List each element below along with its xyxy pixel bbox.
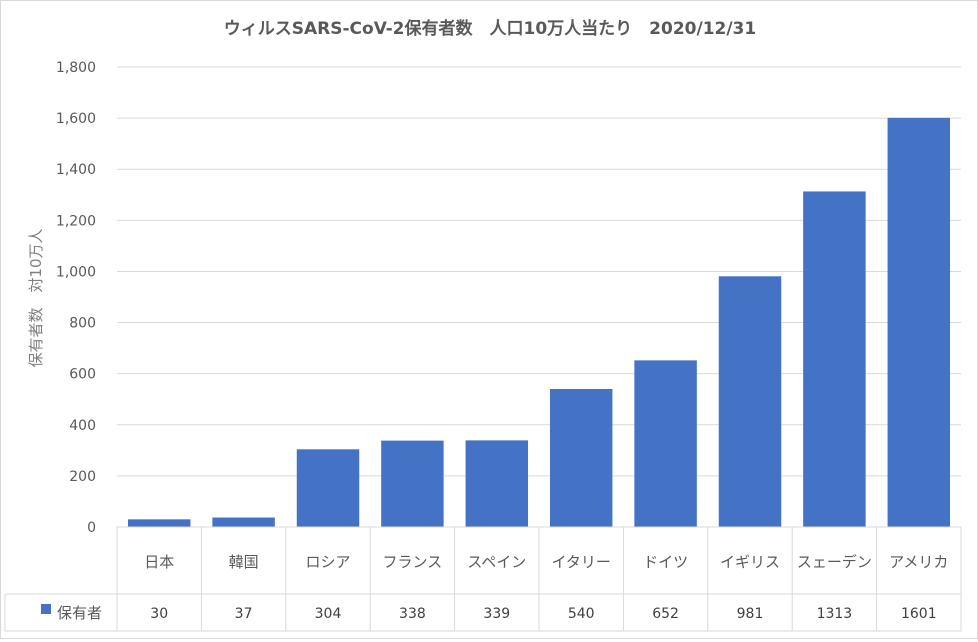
- bar: [549, 389, 613, 527]
- y-tick-labels: 0 200 400 600 800 1,000 1,200 1,400 1,600 1,800: [56, 60, 96, 536]
- bar: [212, 517, 275, 527]
- y-tick-label: 1,000: [56, 264, 96, 280]
- bar: [718, 276, 782, 527]
- y-tick-label: 800: [69, 316, 96, 332]
- bars: [127, 117, 951, 527]
- y-tick-label: 0: [87, 520, 96, 536]
- y-tick-label: 1,400: [56, 162, 96, 178]
- chart-title: ウィルスSARS-CoV-2保有者数 人口10万人当たり 2020/12/31: [224, 18, 756, 39]
- category-label: ロシア: [305, 553, 350, 571]
- category-label: スェーデン: [797, 553, 872, 571]
- y-axis-label: 保有者数 対10万人: [27, 228, 45, 367]
- category-label: スペイン: [467, 553, 526, 571]
- category-label: フランス: [383, 553, 443, 571]
- category-label: イギリス: [720, 553, 780, 571]
- y-tick-label: 600: [69, 367, 96, 383]
- category-label: ドイツ: [643, 553, 688, 571]
- value-label: 1601: [901, 606, 937, 622]
- legend-swatch: [41, 604, 51, 614]
- category-label: イタリー: [551, 553, 610, 571]
- data-table: 日本 30 韓国 37 ロシア 304 フランス 338 スペイン 339 イタリー 540 ドイツ 65…: [4, 526, 962, 632]
- bar: [634, 360, 697, 527]
- value-label: 37: [235, 606, 253, 622]
- value-label: 30: [150, 606, 168, 622]
- value-label: 981: [737, 606, 764, 622]
- y-tick-label: 1,200: [56, 213, 96, 229]
- legend-label: 保有者: [57, 604, 102, 622]
- y-tick-label: 1,600: [56, 111, 96, 127]
- category-label: 日本: [144, 553, 174, 571]
- value-label: 304: [315, 606, 342, 622]
- value-label: 339: [483, 606, 510, 622]
- bar: [127, 519, 191, 527]
- y-tick-label: 1,800: [56, 60, 96, 76]
- category-label: 韓国: [229, 553, 259, 571]
- y-tick-label: 400: [69, 418, 96, 434]
- value-label: 1313: [817, 606, 853, 622]
- bar: [887, 117, 951, 527]
- value-label: 540: [568, 606, 595, 622]
- bar: [465, 440, 529, 527]
- gridlines: [117, 66, 961, 528]
- value-label: 338: [399, 606, 426, 622]
- bar: [296, 449, 360, 527]
- bar: [803, 191, 866, 527]
- y-tick-label: 200: [69, 469, 96, 485]
- bar: [381, 440, 444, 527]
- category-label: アメリカ: [889, 553, 948, 571]
- value-label: 652: [652, 606, 679, 622]
